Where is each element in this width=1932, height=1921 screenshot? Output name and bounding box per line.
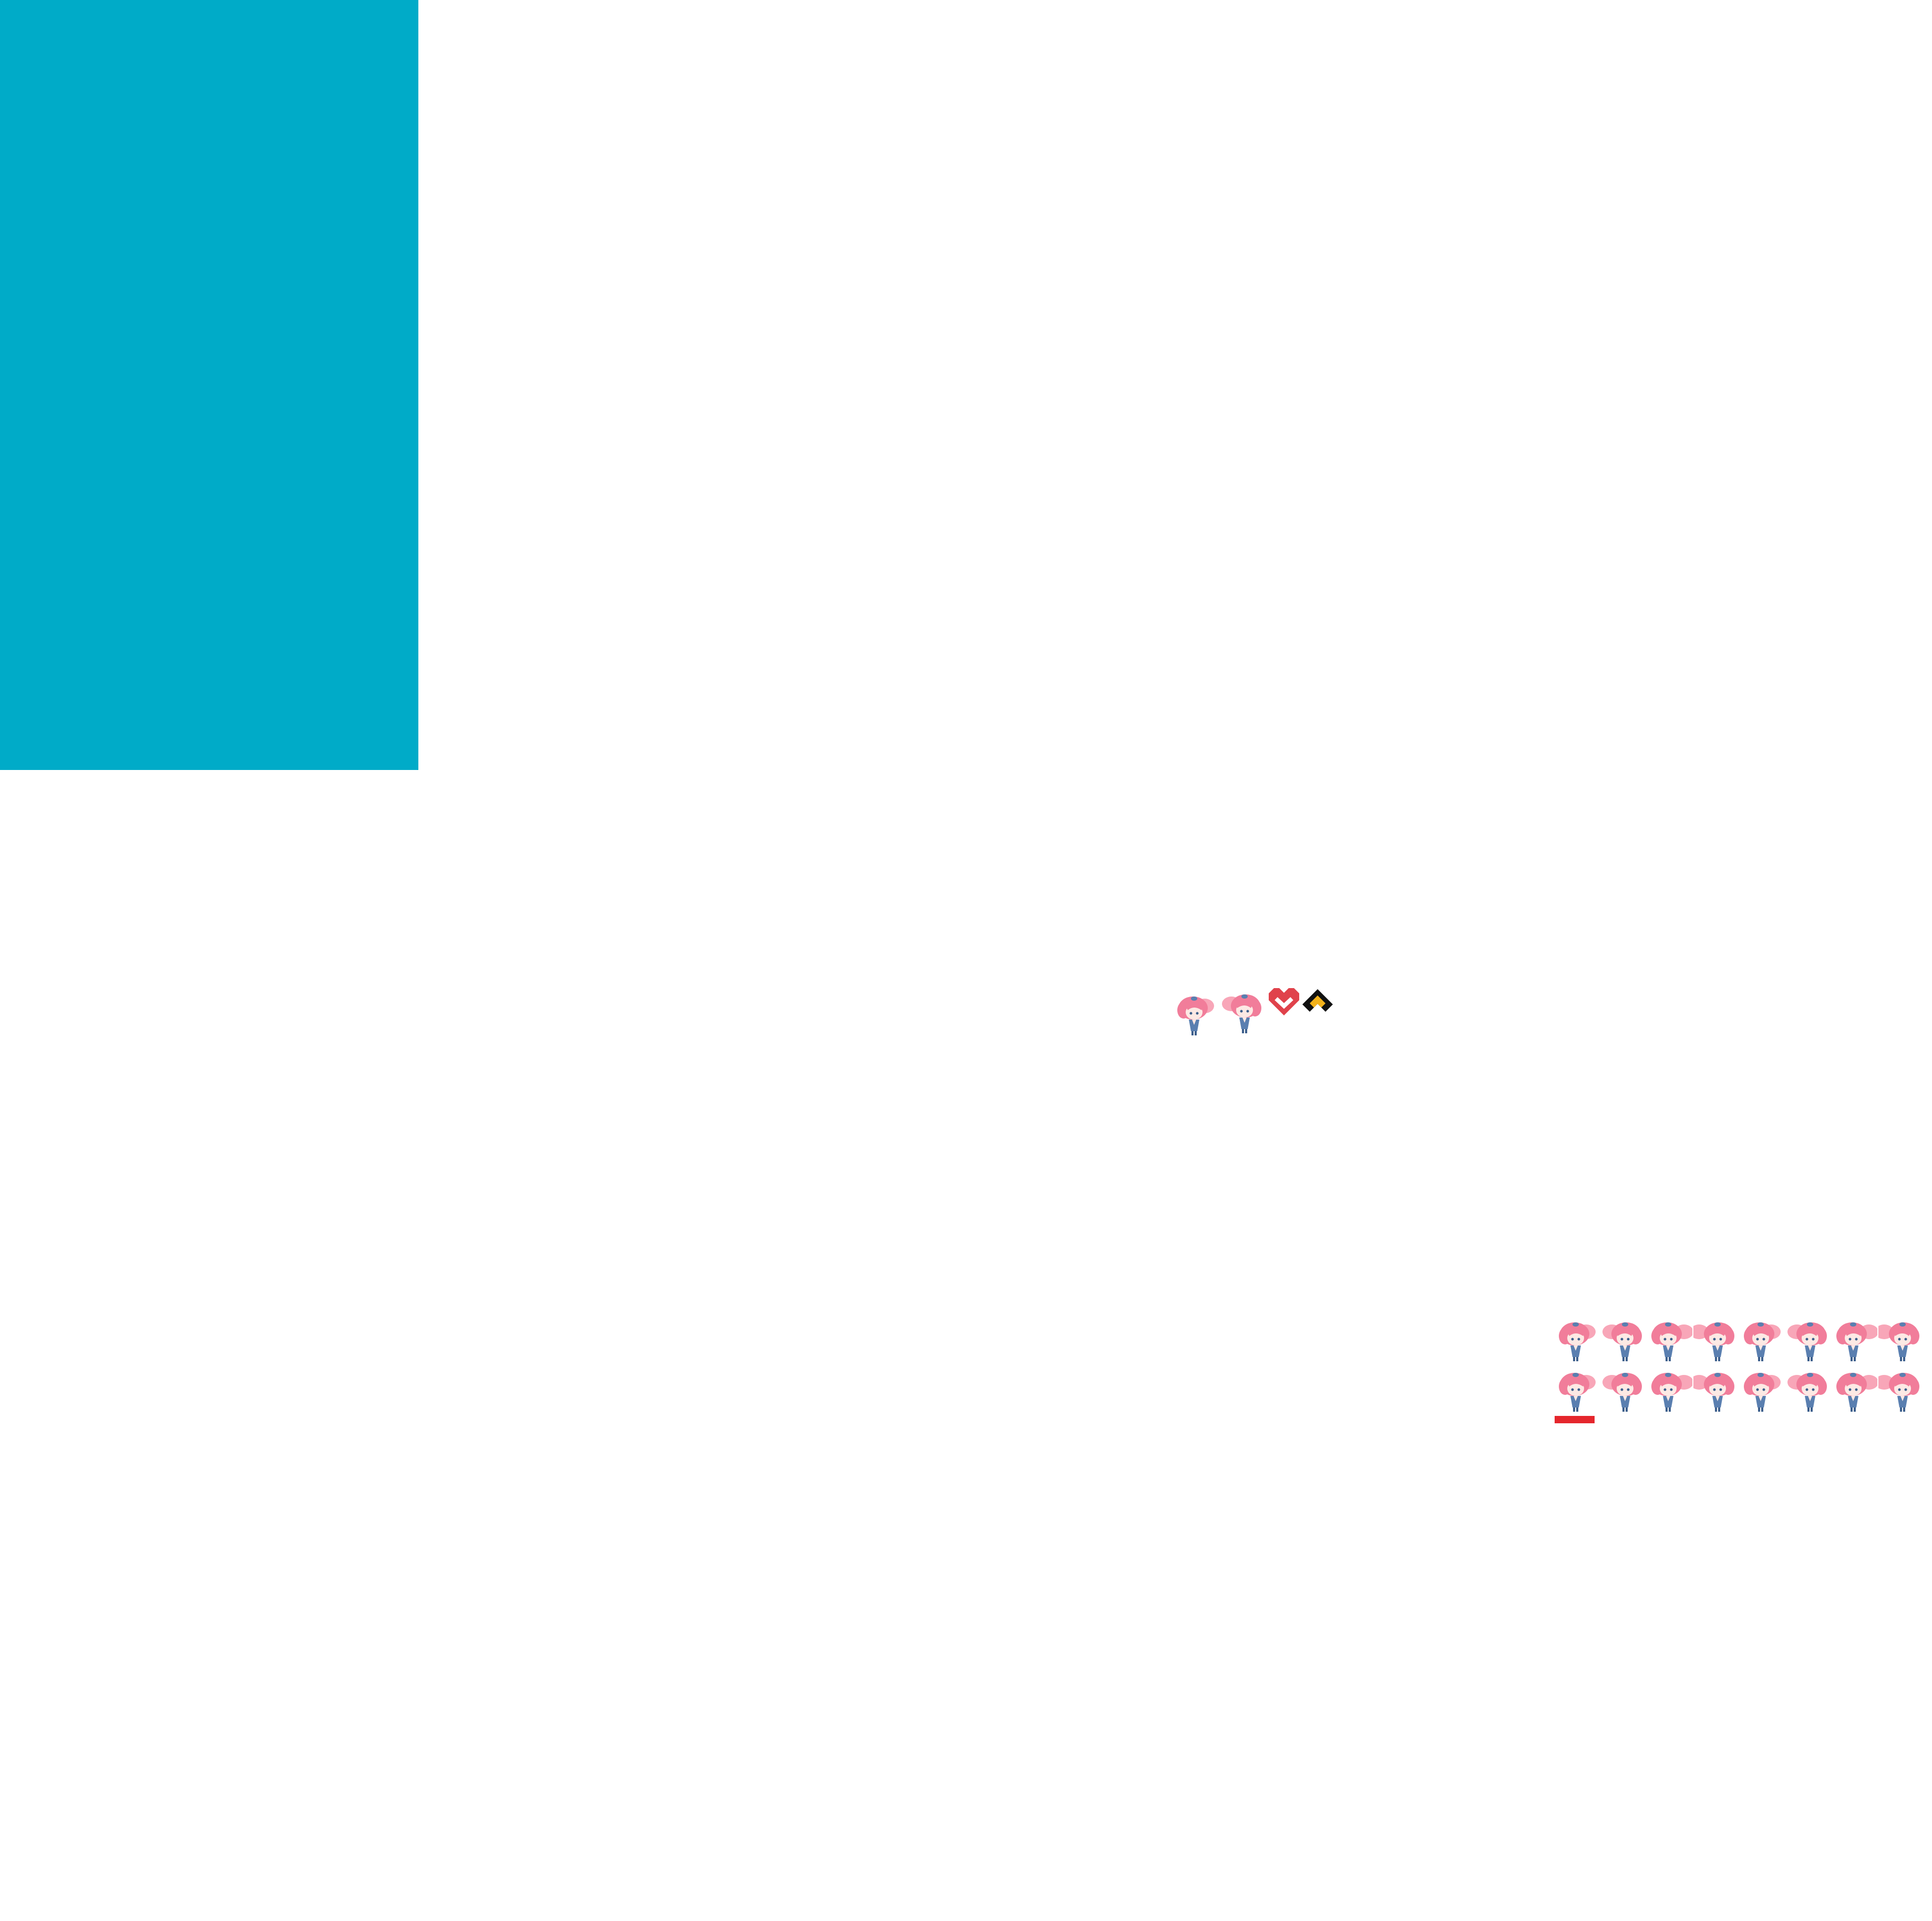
animation-frame[interactable]: [1878, 1318, 1924, 1363]
animation-frame[interactable]: [1786, 1318, 1831, 1363]
selected-frame-indicator: [1555, 1416, 1595, 1423]
animation-frame[interactable]: [1601, 1318, 1646, 1363]
animation-frame[interactable]: [1832, 1369, 1877, 1414]
animation-frame[interactable]: [1878, 1369, 1924, 1414]
chevron-up-icon[interactable]: [1300, 987, 1335, 1020]
animation-frame[interactable]: [1740, 1318, 1785, 1363]
animation-frame[interactable]: [1555, 1318, 1600, 1363]
animation-frame[interactable]: [1601, 1369, 1646, 1414]
animation-frame[interactable]: [1693, 1318, 1739, 1363]
animation-frame[interactable]: [1740, 1369, 1785, 1414]
preview-sprite: [1173, 992, 1218, 1037]
animation-frame[interactable]: [1832, 1318, 1877, 1363]
animation-frame[interactable]: [1786, 1369, 1831, 1414]
animation-frame[interactable]: [1693, 1369, 1739, 1414]
animation-frame[interactable]: [1647, 1369, 1692, 1414]
animation-frame[interactable]: [1555, 1369, 1600, 1414]
color-panel: [0, 0, 418, 770]
heart-chevron-down-icon[interactable]: [1267, 986, 1301, 1019]
preview-sprite: [1220, 990, 1266, 1035]
animation-frame[interactable]: [1647, 1318, 1692, 1363]
